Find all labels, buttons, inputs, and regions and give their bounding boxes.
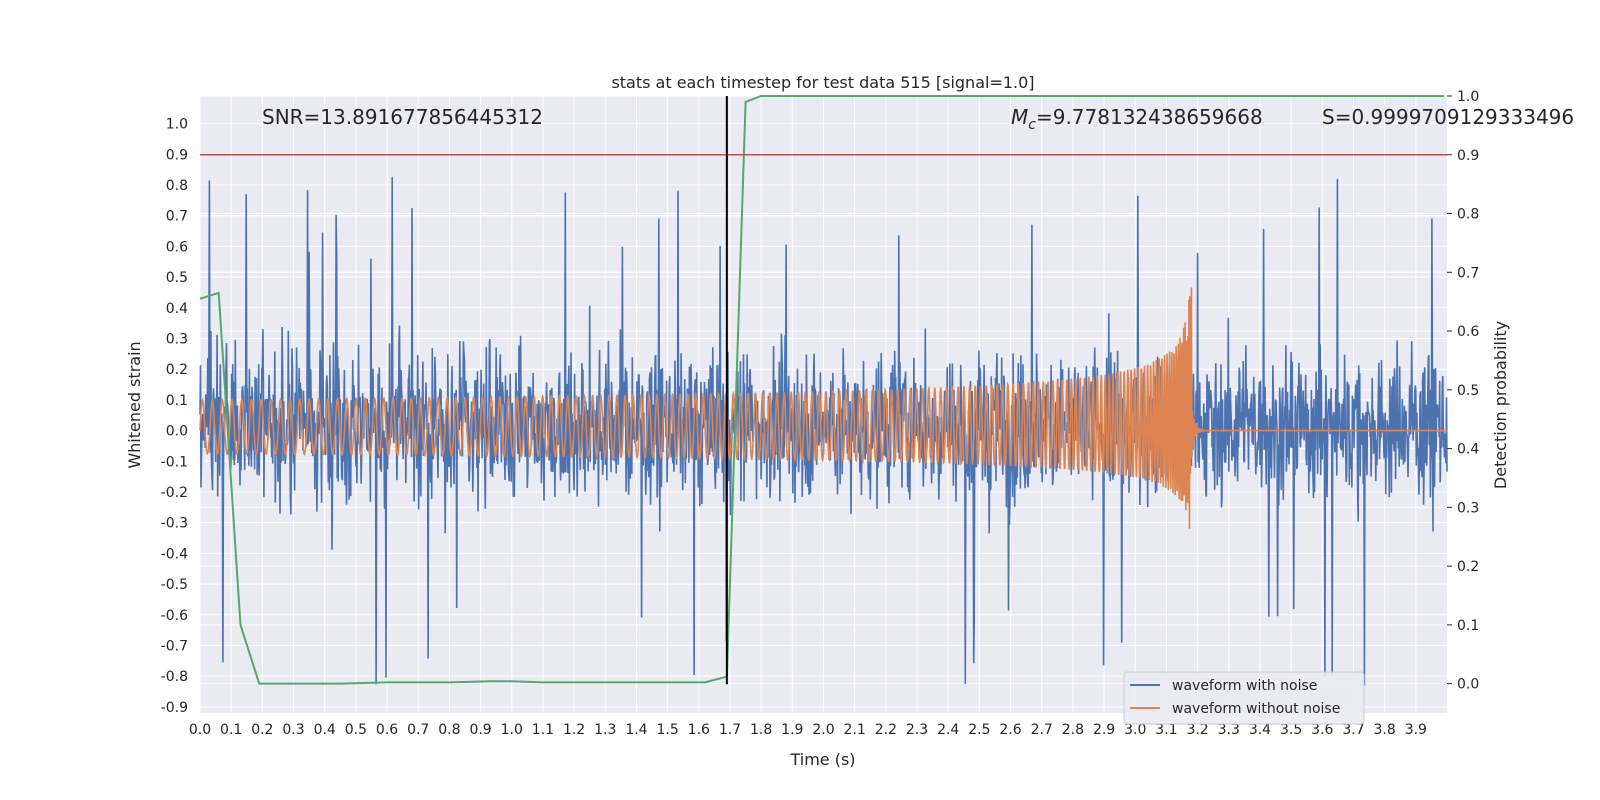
y-tick-label: 1.0: [166, 117, 188, 133]
x-tick-label: 1.5: [656, 722, 678, 738]
y2-tick-label: 0.0: [1457, 677, 1479, 693]
x-tick-label: 0.4: [314, 722, 336, 738]
x-tick-label: 2.8: [1062, 722, 1084, 738]
y2-tick-label: 0.6: [1457, 324, 1479, 340]
y-tick-label: -0.2: [161, 485, 188, 501]
x-tick-label: 3.0: [1124, 722, 1146, 738]
y-tick-label: -0.4: [161, 546, 188, 562]
y2-tick-label: 0.9: [1457, 148, 1479, 164]
legend-label-noisy: waveform with noise: [1172, 678, 1317, 694]
x-tick-label: 1.2: [563, 722, 585, 738]
x-tick-label: 0.0: [189, 722, 211, 738]
legend: waveform with noise waveform without noi…: [1123, 671, 1365, 725]
y-tick-label: 0.2: [166, 362, 188, 378]
y-tick-label: 0.5: [166, 270, 188, 286]
x-tick-label: 1.1: [532, 722, 554, 738]
x-tick-label: 0.1: [220, 722, 242, 738]
x-tick-label: 2.0: [812, 722, 834, 738]
legend-box: [1123, 671, 1365, 725]
x-tick-label: 2.9: [1093, 722, 1115, 738]
y-tick-label: -0.8: [161, 669, 188, 685]
x-tick-label: 1.9: [781, 722, 803, 738]
x-tick-label: 3.6: [1311, 722, 1333, 738]
y-tick-label: 0.4: [166, 301, 188, 317]
y2-tick-label: 0.8: [1457, 207, 1479, 223]
x-tick-label: 2.2: [875, 722, 897, 738]
x-tick-label: 0.3: [282, 722, 304, 738]
y-tick-label: 0.9: [166, 147, 188, 163]
y-tick-label: 0.3: [166, 332, 188, 348]
x-tick-label: 3.3: [1218, 722, 1240, 738]
y-tick-label: -0.6: [161, 608, 188, 624]
y-tick-label: -0.3: [161, 516, 188, 532]
chart-title: stats at each timestep for test data 515…: [611, 73, 1034, 92]
y2-tick-label: 0.5: [1457, 383, 1479, 399]
y-tick-label: 0.7: [166, 209, 188, 225]
x-tick-label: 1.8: [750, 722, 772, 738]
reference-lines: [200, 96, 1447, 685]
series-waveform-without-noise: [199, 287, 1447, 529]
x-axis-label: Time (s): [789, 750, 855, 769]
y-tick-label: 0.8: [166, 178, 188, 194]
y2-axis-ticks: 1.0 0.9 0.8 0.7 0.6 0.5 0.4 0.3 0.2 0.1 0.0: [1447, 89, 1479, 693]
x-tick-label: 0.6: [376, 722, 398, 738]
x-tick-label: 2.4: [937, 722, 959, 738]
x-tick-label: 3.5: [1280, 722, 1302, 738]
x-tick-label: 0.8: [438, 722, 460, 738]
x-tick-label: 0.9: [469, 722, 491, 738]
x-tick-label: 3.7: [1342, 722, 1364, 738]
x-tick-label: 1.6: [688, 722, 710, 738]
x-tick-label: 1.7: [719, 722, 741, 738]
x-tick-label: 1.0: [501, 722, 523, 738]
y2-tick-label: 0.2: [1457, 559, 1479, 575]
x-tick-label: 3.4: [1249, 722, 1271, 738]
y2-axis-label: Detection probability: [1491, 321, 1510, 489]
s-annotation: S=0.9999709129333496: [1322, 105, 1574, 129]
y2-tick-label: 1.0: [1457, 89, 1479, 105]
y2-tick-label: 0.1: [1457, 618, 1479, 634]
series-detection-probability: [199, 95, 1444, 685]
mc-value: =9.778132438659668: [1036, 105, 1263, 129]
x-tick-label: 2.5: [968, 722, 990, 738]
y-tick-label: 0.6: [166, 239, 188, 255]
y2-tick-label: 0.7: [1457, 265, 1479, 281]
y-tick-label: -0.9: [161, 700, 188, 716]
x-tick-label: 3.9: [1405, 722, 1427, 738]
snr-annotation: SNR=13.891677856445312: [262, 105, 543, 129]
x-tick-label: 2.3: [906, 722, 928, 738]
legend-label-clean: waveform without noise: [1172, 701, 1340, 717]
mc-subscript: c: [1028, 117, 1036, 133]
x-tick-label: 2.6: [999, 722, 1021, 738]
y-axis-ticks: 1.0 0.9 0.8 0.7 0.6 0.5 0.4 0.3 0.2 0.1 0.0 -0.1 -0.…: [161, 117, 188, 716]
x-tick-label: 1.3: [594, 722, 616, 738]
x-tick-label: 0.5: [345, 722, 367, 738]
x-tick-label: 3.1: [1155, 722, 1177, 738]
y2-tick-label: 0.4: [1457, 442, 1479, 458]
x-tick-label: 3.2: [1186, 722, 1208, 738]
x-tick-label: 2.7: [1031, 722, 1053, 738]
x-tick-label: 1.4: [625, 722, 647, 738]
x-tick-label: 2.1: [844, 722, 866, 738]
y-tick-label: -0.1: [161, 454, 188, 470]
mc-annotation: Mc=9.778132438659668: [1011, 105, 1263, 133]
x-tick-label: 0.7: [407, 722, 429, 738]
y-axis-label: Whitened strain: [125, 341, 144, 468]
detection-probability-line: [199, 95, 1444, 685]
y-tick-label: 0.1: [166, 393, 188, 409]
y2-tick-label: 0.3: [1457, 500, 1479, 516]
y-tick-label: -0.7: [161, 638, 188, 654]
clean-waveform-line: [199, 287, 1447, 529]
x-tick-label: 0.2: [251, 722, 273, 738]
mc-symbol: M: [1011, 105, 1028, 129]
x-tick-label: 3.8: [1374, 722, 1396, 738]
x-axis-ticks: 0.0 0.1 0.2 0.3 0.4 0.5 0.6 0.7 0.8 0.9 1.0 1.1 1.2 1…: [189, 722, 1427, 738]
y-tick-label: -0.5: [161, 577, 188, 593]
y-tick-label: 0.0: [166, 424, 188, 440]
